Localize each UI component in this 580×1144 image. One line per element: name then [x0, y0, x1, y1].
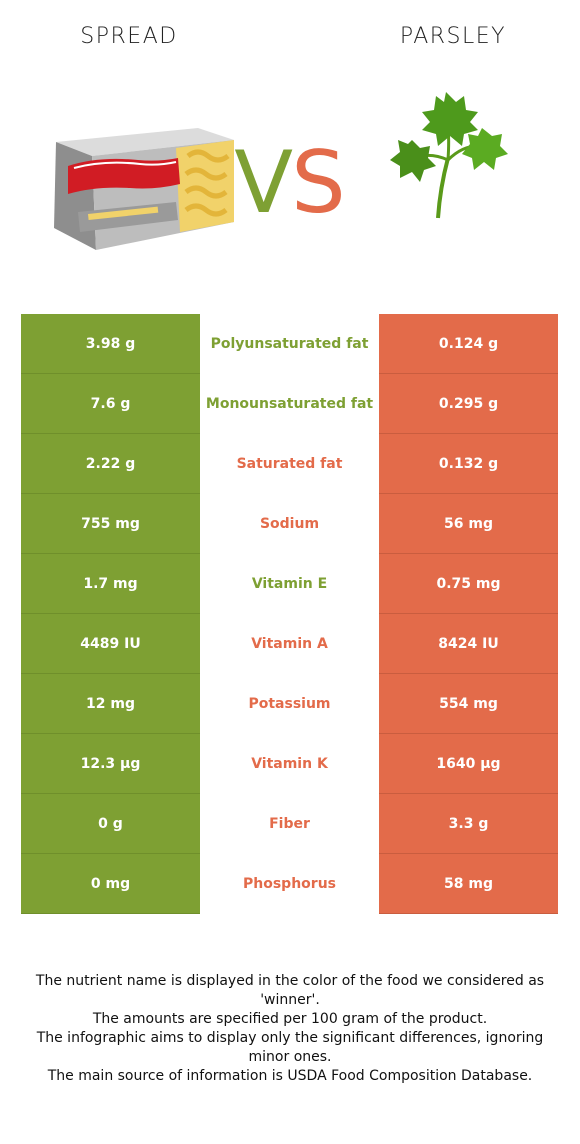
- right-value: 0.132 g: [379, 434, 558, 494]
- right-value: 3.3 g: [379, 794, 558, 854]
- butter-package-icon: [48, 120, 238, 260]
- right-food-title: PARSLEY: [399, 24, 507, 49]
- nutrient-name: Sodium: [200, 494, 379, 554]
- footer-line-4: The main source of information is USDA F…: [47, 1068, 533, 1084]
- right-value: 8424 IU: [379, 614, 558, 674]
- table-row: 3.98 g Polyunsaturated fat 0.124 g: [21, 314, 558, 374]
- table-row: 12.3 µg Vitamin K 1640 µg: [21, 734, 558, 794]
- left-value: 12 mg: [21, 674, 200, 734]
- left-value: 4489 IU: [21, 614, 200, 674]
- footer-line-1: The nutrient name is displayed in the co…: [35, 973, 545, 1008]
- left-value: 0 g: [21, 794, 200, 854]
- left-value: 0 mg: [21, 854, 200, 914]
- footer-line-3: The infographic aims to display only the…: [36, 1030, 544, 1065]
- left-value: 3.98 g: [21, 314, 200, 374]
- nutrient-name: Fiber: [200, 794, 379, 854]
- left-value: 12.3 µg: [21, 734, 200, 794]
- left-value: 7.6 g: [21, 374, 200, 434]
- nutrient-name: Vitamin A: [200, 614, 379, 674]
- left-food-title: SPREAD: [80, 24, 178, 49]
- vs-v-letter: V: [234, 133, 293, 233]
- table-row: 12 mg Potassium 554 mg: [21, 674, 558, 734]
- table-row: 1.7 mg Vitamin E 0.75 mg: [21, 554, 558, 614]
- right-value: 554 mg: [379, 674, 558, 734]
- right-value: 56 mg: [379, 494, 558, 554]
- nutrient-name: Phosphorus: [200, 854, 379, 914]
- right-value: 0.124 g: [379, 314, 558, 374]
- comparison-table: 3.98 g Polyunsaturated fat 0.124 g 7.6 g Mon…: [21, 314, 558, 914]
- nutrient-name: Saturated fat: [200, 434, 379, 494]
- footer-notes: The nutrient name is displayed in the co…: [18, 972, 562, 1086]
- right-value: 58 mg: [379, 854, 558, 914]
- table-row: 0 mg Phosphorus 58 mg: [21, 854, 558, 914]
- nutrient-name: Monounsaturated fat: [200, 374, 379, 434]
- left-value: 1.7 mg: [21, 554, 200, 614]
- right-value: 0.75 mg: [379, 554, 558, 614]
- right-value: 1640 µg: [379, 734, 558, 794]
- vs-s-letter: S: [291, 133, 346, 233]
- table-row: 4489 IU Vitamin A 8424 IU: [21, 614, 558, 674]
- left-value: 2.22 g: [21, 434, 200, 494]
- vs-label: VS: [229, 128, 349, 238]
- nutrient-name: Vitamin E: [200, 554, 379, 614]
- nutrient-name: Polyunsaturated fat: [200, 314, 379, 374]
- table-row: 755 mg Sodium 56 mg: [21, 494, 558, 554]
- table-row: 2.22 g Saturated fat 0.132 g: [21, 434, 558, 494]
- left-value: 755 mg: [21, 494, 200, 554]
- footer-line-2: The amounts are specified per 100 gram o…: [92, 1011, 488, 1027]
- table-row: 7.6 g Monounsaturated fat 0.295 g: [21, 374, 558, 434]
- nutrient-name: Potassium: [200, 674, 379, 734]
- table-row: 0 g Fiber 3.3 g: [21, 794, 558, 854]
- nutrient-name: Vitamin K: [200, 734, 379, 794]
- parsley-leaf-icon: [390, 88, 510, 223]
- right-value: 0.295 g: [379, 374, 558, 434]
